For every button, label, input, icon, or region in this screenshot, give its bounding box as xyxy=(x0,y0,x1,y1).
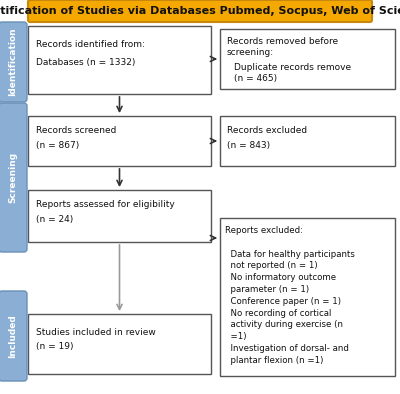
Text: Reports excluded:: Reports excluded: xyxy=(225,226,303,235)
Text: screening:: screening: xyxy=(227,48,274,57)
Text: =1): =1) xyxy=(225,332,246,341)
Text: Records excluded: Records excluded xyxy=(227,126,307,135)
FancyBboxPatch shape xyxy=(28,116,211,166)
Text: Databases (n = 1332): Databases (n = 1332) xyxy=(36,58,135,67)
Text: Investigation of dorsal- and: Investigation of dorsal- and xyxy=(225,344,349,353)
Text: Screening: Screening xyxy=(8,152,18,203)
Text: Conference paper (n = 1): Conference paper (n = 1) xyxy=(225,297,341,306)
FancyBboxPatch shape xyxy=(28,314,211,374)
FancyBboxPatch shape xyxy=(220,29,395,89)
FancyBboxPatch shape xyxy=(220,218,395,376)
Text: Studies included in review: Studies included in review xyxy=(36,328,156,337)
Text: Data for healthy participants: Data for healthy participants xyxy=(225,250,355,258)
FancyBboxPatch shape xyxy=(28,26,211,94)
Text: (n = 843): (n = 843) xyxy=(227,141,270,150)
Text: Duplicate records remove: Duplicate records remove xyxy=(234,63,351,72)
FancyBboxPatch shape xyxy=(0,291,27,381)
Text: Identification of Studies via Databases Pubmed, Socpus, Web of Science: Identification of Studies via Databases … xyxy=(0,6,400,16)
Text: not reported (n = 1): not reported (n = 1) xyxy=(225,261,318,270)
Text: No informatory outcome: No informatory outcome xyxy=(225,273,336,282)
FancyBboxPatch shape xyxy=(220,116,395,166)
Text: Records removed before: Records removed before xyxy=(227,37,338,46)
Text: Identification: Identification xyxy=(8,28,18,96)
Text: Records identified from:: Records identified from: xyxy=(36,40,145,49)
Text: activity during exercise (n: activity during exercise (n xyxy=(225,320,343,329)
FancyBboxPatch shape xyxy=(28,0,372,22)
Text: parameter (n = 1): parameter (n = 1) xyxy=(225,285,309,294)
Text: (n = 24): (n = 24) xyxy=(36,215,73,224)
Text: (n = 465): (n = 465) xyxy=(234,74,277,83)
FancyBboxPatch shape xyxy=(0,22,27,102)
Text: No recording of cortical: No recording of cortical xyxy=(225,309,331,318)
Text: Included: Included xyxy=(8,314,18,358)
FancyBboxPatch shape xyxy=(28,190,211,242)
Text: (n = 867): (n = 867) xyxy=(36,141,79,150)
Text: Reports assessed for eligibility: Reports assessed for eligibility xyxy=(36,200,175,209)
Text: Records screened: Records screened xyxy=(36,126,116,135)
Text: plantar flexion (n =1): plantar flexion (n =1) xyxy=(225,356,323,365)
Text: (n = 19): (n = 19) xyxy=(36,342,74,351)
FancyBboxPatch shape xyxy=(0,103,27,252)
